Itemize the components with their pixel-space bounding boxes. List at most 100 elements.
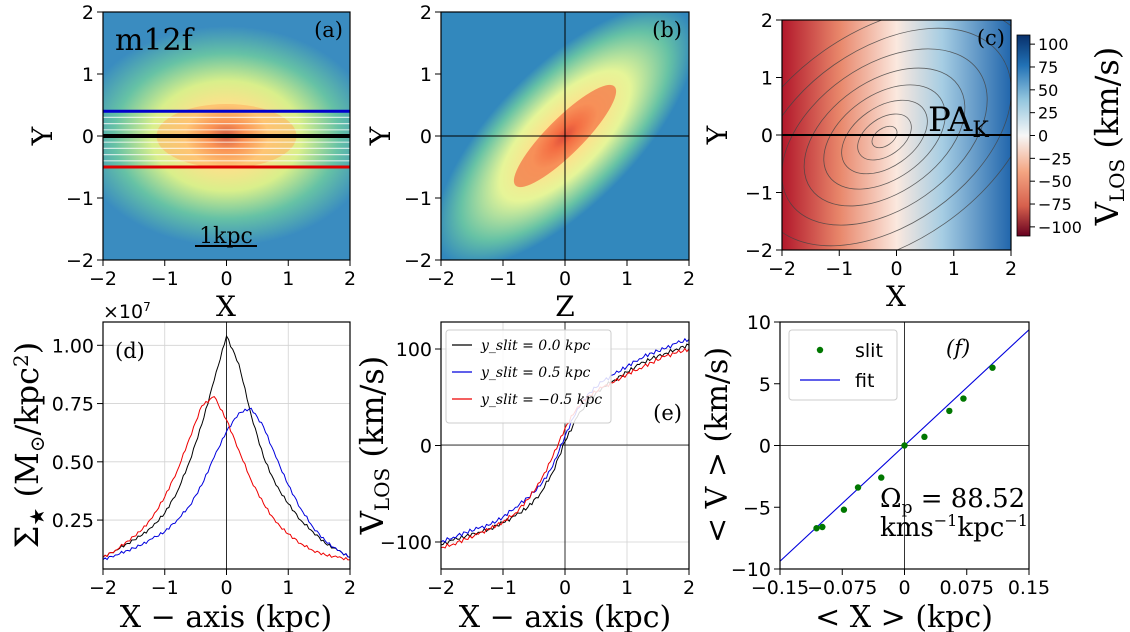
panel-f-data-point: [989, 364, 996, 371]
panel-e-xtick-label: −2: [427, 577, 455, 599]
panel-e-velocity-profile: y_slit = 0.0 kpc y_slit = 0.5 kpc y_slit =…: [353, 321, 695, 632]
panel-c-xtick-label: 0: [890, 258, 902, 280]
panel-c-ytick-label: −1: [745, 183, 773, 205]
panel-c-annotation: PAK: [928, 100, 989, 143]
panel-d-surface-density: (d) ×107 −2 −1 0 1 2 0.25 0.50 0.75 1.00 X − axi…: [8, 300, 356, 632]
panel-a-density-map: 1kpc m12f (a) −2 −1 0 1 2 −2 −1 0 1 2 X Y: [26, 2, 356, 323]
panel-f-data-point: [946, 407, 953, 415]
panel-c-ytick-label: −2: [745, 240, 773, 262]
panel-c-ytick-label: 2: [761, 10, 773, 32]
colorbar-tick-label: −100: [1038, 218, 1082, 237]
panel-f-data-point: [840, 506, 848, 513]
panel-c-ytick-label: 0: [761, 125, 773, 147]
panel-b-xtick-label: 0: [559, 268, 571, 290]
colorbar-tick-label: −50: [1038, 172, 1072, 191]
panel-a-scale-bar-label: 1kpc: [199, 224, 253, 249]
panel-a-xtick-label: 2: [344, 268, 356, 290]
panel-d-series-line: [103, 395, 350, 561]
panel-f-data-point: [878, 474, 885, 481]
panel-c-ylabel: Y: [701, 125, 734, 145]
panel-e-series-line: [441, 337, 689, 543]
panel-d-ytick-label: 0.25: [52, 510, 94, 532]
panel-c-contour: [782, 48, 988, 226]
panel-d-xtick-label: 2: [344, 577, 356, 599]
colorbar-tick-label: −75: [1038, 195, 1072, 214]
panel-f-ytick-label: −10: [731, 559, 771, 581]
panel-d-offset-text: ×107: [103, 300, 151, 323]
panel-b-ytick-label: 2: [420, 2, 432, 24]
panel-f-ytick-label: 10: [747, 312, 771, 334]
panel-e-xtick-label: 2: [683, 577, 695, 599]
panel-a-ytick-label: −1: [66, 188, 94, 210]
panel-b-xlabel: Z: [555, 290, 574, 323]
panel-a-ytick-label: 2: [82, 2, 94, 24]
panel-a-ytick-label: 0: [82, 126, 94, 148]
panel-c-xlabel: X: [886, 280, 906, 313]
panel-e-ytick-label: 100: [396, 339, 432, 361]
panel-b-xtick-label: −2: [427, 268, 455, 290]
panel-d-label: (d): [115, 339, 145, 363]
panel-d-ytick-label: 0.50: [52, 452, 94, 474]
panel-b-ylabel: Y: [364, 126, 397, 146]
colorbar-tick-label: 100: [1038, 35, 1069, 54]
panel-a-xtick-label: −1: [151, 268, 179, 290]
panel-c-xtick-label: −1: [825, 258, 853, 280]
panel-d-xtick-label: 1: [282, 577, 294, 599]
panel-b-xtick-label: 1: [621, 268, 633, 290]
panel-f-xtick-label: −0.15: [751, 577, 809, 599]
colorbar-tick-label: 75: [1038, 58, 1058, 77]
panel-f-legend-marker: [816, 346, 824, 354]
panel-a-ytick-label: −2: [66, 250, 94, 272]
panel-c-contour: [841, 99, 928, 175]
panel-c-ytick-label: 1: [761, 68, 773, 90]
panel-a-xtick-label: 1: [282, 268, 294, 290]
panel-e-ytick-label: 0: [420, 436, 432, 458]
panel-a-ytick-label: 1: [82, 64, 94, 86]
panel-f-xlabel: < X > (kpc): [815, 600, 993, 632]
colorbar-tick-label: 25: [1038, 104, 1058, 123]
panel-e-legend: y_slit = 0.0 kpc y_slit = 0.5 kpc y_slit =…: [445, 329, 612, 424]
panel-d-xlabel: X − axis (kpc): [120, 600, 333, 632]
panel-b-ytick-label: −2: [404, 250, 432, 272]
panel-e-legend-label: y_slit = 0.5 kpc: [480, 365, 590, 381]
panel-a-ylabel: Y: [26, 126, 59, 146]
panel-d-series-line: [103, 334, 350, 558]
colorbar-label: VLOS (km/s): [1088, 47, 1129, 227]
panel-f-ytick-label: −5: [743, 497, 771, 519]
panel-a-title-text: m12f: [115, 23, 195, 58]
panel-e-ylabel: VLOS (km/s): [353, 356, 394, 536]
panel-e-legend-label: y_slit = −0.5 kpc: [480, 392, 602, 408]
panel-b-xtick-label: −1: [489, 268, 517, 290]
panel-d-series-line: [103, 407, 350, 561]
panel-f-xtick-label: 0.075: [940, 577, 994, 599]
panel-f-xtick-label: 0.15: [1008, 577, 1050, 599]
panel-f-xtick-label: 0: [898, 577, 910, 599]
panel-e-xtick-label: −1: [489, 577, 517, 599]
panel-c-xtick-label: −2: [768, 258, 796, 280]
panel-f-data-point: [901, 442, 908, 449]
panel-f-data-point: [854, 484, 862, 491]
panel-d-ylabel: Σ★ (M⊙/kpc2): [8, 342, 49, 549]
panel-b-xtick-label: 2: [683, 268, 695, 290]
panel-f-ytick-label: 0: [759, 436, 771, 458]
colorbar-tick-label: −25: [1038, 149, 1072, 168]
panel-b-density-map: (b) −2 −1 0 1 2 −2 −1 0 1 2 Z Y: [364, 2, 695, 323]
colorbar-tick-label: 0: [1038, 127, 1048, 146]
panel-f-annotation-line2: kms−1kpc−1: [880, 511, 1028, 543]
panel-f-legend: slit fit: [788, 329, 898, 401]
panel-c-xtick-label: 1: [948, 258, 960, 280]
panel-c-xtick-label: 2: [1005, 258, 1017, 280]
panel-f-label: (f): [946, 336, 970, 360]
panel-c-contour: [782, 27, 1011, 247]
panel-b-ytick-label: 1: [420, 64, 432, 86]
panel-e-xtick-label: 0: [559, 577, 571, 599]
panel-c-velocity-map: (c) PAK −2 −1 0 1 2 −2 −1 0 1 2 X Y 100 75 50 25 0 −25…: [701, 10, 1129, 313]
panel-b-ytick-label: 0: [420, 126, 432, 148]
panel-d-ytick-label: 1.00: [52, 335, 94, 357]
panel-d-ytick-label: 0.75: [52, 394, 94, 416]
panel-a-xtick-label: −2: [89, 268, 117, 290]
panel-e-xtick-label: 1: [621, 577, 633, 599]
panel-e-xlabel: X − axis (kpc): [459, 600, 672, 632]
